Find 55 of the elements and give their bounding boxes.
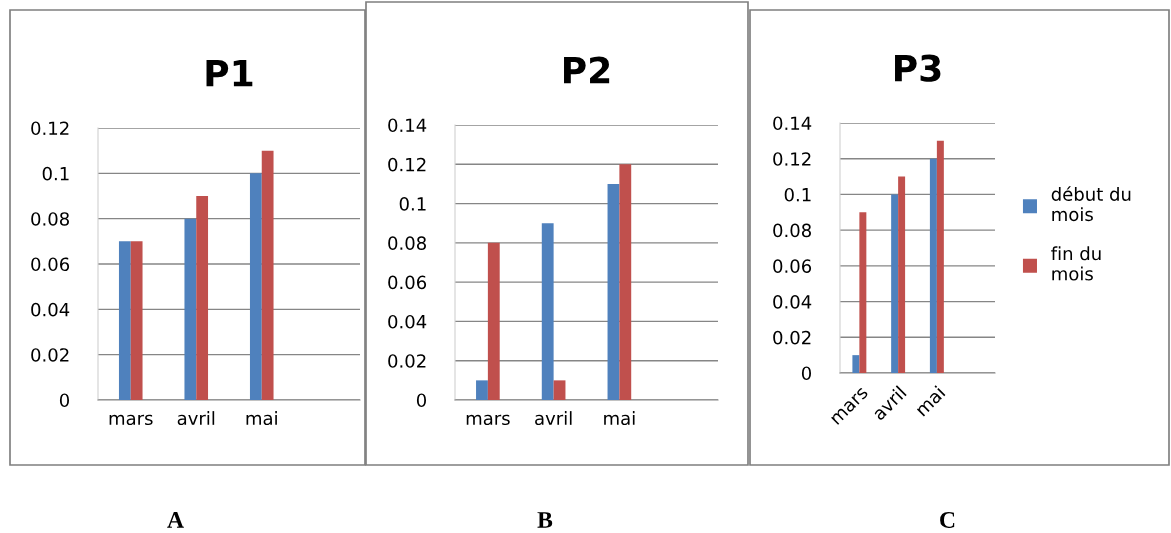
chart-title: P3 [895, 54, 941, 82]
bar [929, 158, 937, 373]
y-tick-label: 0.14 [388, 118, 427, 133]
y-tick-label: 0.02 [773, 330, 811, 345]
y-tick-label: 0.08 [31, 212, 69, 226]
y-tick-label: 0 [59, 393, 70, 408]
bar [607, 183, 620, 400]
legend-label: fin du mois [1051, 246, 1101, 281]
y-tick-label: 0.02 [388, 354, 426, 368]
bar [541, 223, 554, 400]
bar [130, 241, 143, 400]
y-tick-label: 0.14 [773, 116, 812, 131]
x-tick-label: mai [604, 411, 635, 426]
bar [184, 218, 197, 400]
bar [936, 140, 944, 373]
y-tick-label: 0.08 [773, 223, 811, 238]
x-tick-label: mars [466, 414, 510, 426]
bar [118, 241, 131, 400]
y-tick-label: 0.08 [388, 236, 426, 250]
bar [261, 150, 274, 400]
bar [249, 173, 262, 400]
y-tick-label: 0 [416, 393, 427, 408]
y-tick-label: 0.06 [31, 257, 70, 272]
chart-title: P1 [206, 60, 253, 87]
bar [891, 194, 899, 373]
y-tick-label: 0.04 [388, 314, 427, 329]
y-tick-label: 0.1 [784, 187, 811, 202]
y-tick-label: 0.04 [773, 295, 812, 309]
y-tick-label: 0.06 [773, 259, 812, 273]
y-tick-label: 0 [801, 366, 812, 381]
y-tick-label: 0.1 [42, 166, 69, 181]
bar [619, 164, 632, 400]
bar [476, 380, 488, 400]
y-tick-label: 0.12 [388, 157, 426, 172]
bar [898, 176, 906, 373]
y-tick-label: 0.06 [388, 275, 427, 290]
bar [852, 355, 860, 373]
bar [196, 196, 209, 400]
bar [487, 242, 500, 400]
x-tick-label: avril [535, 411, 572, 426]
y-tick-label: 0.02 [31, 348, 69, 362]
bar [553, 380, 566, 400]
x-tick-label: mars [109, 414, 153, 426]
y-tick-label: 0.12 [773, 152, 811, 166]
y-tick-label: 0.1 [399, 197, 426, 211]
chart-title: P2 [564, 56, 610, 84]
text: B [537, 512, 553, 528]
text: A [167, 512, 184, 528]
x-tick-label: mai [246, 411, 277, 426]
text: C [940, 512, 955, 528]
x-tick-label: avril [177, 411, 215, 426]
y-tick-label: 0.04 [31, 302, 70, 317]
bar [859, 212, 867, 373]
y-tick-label: 0.12 [31, 121, 69, 136]
legend-label: début du mois [1051, 186, 1131, 222]
